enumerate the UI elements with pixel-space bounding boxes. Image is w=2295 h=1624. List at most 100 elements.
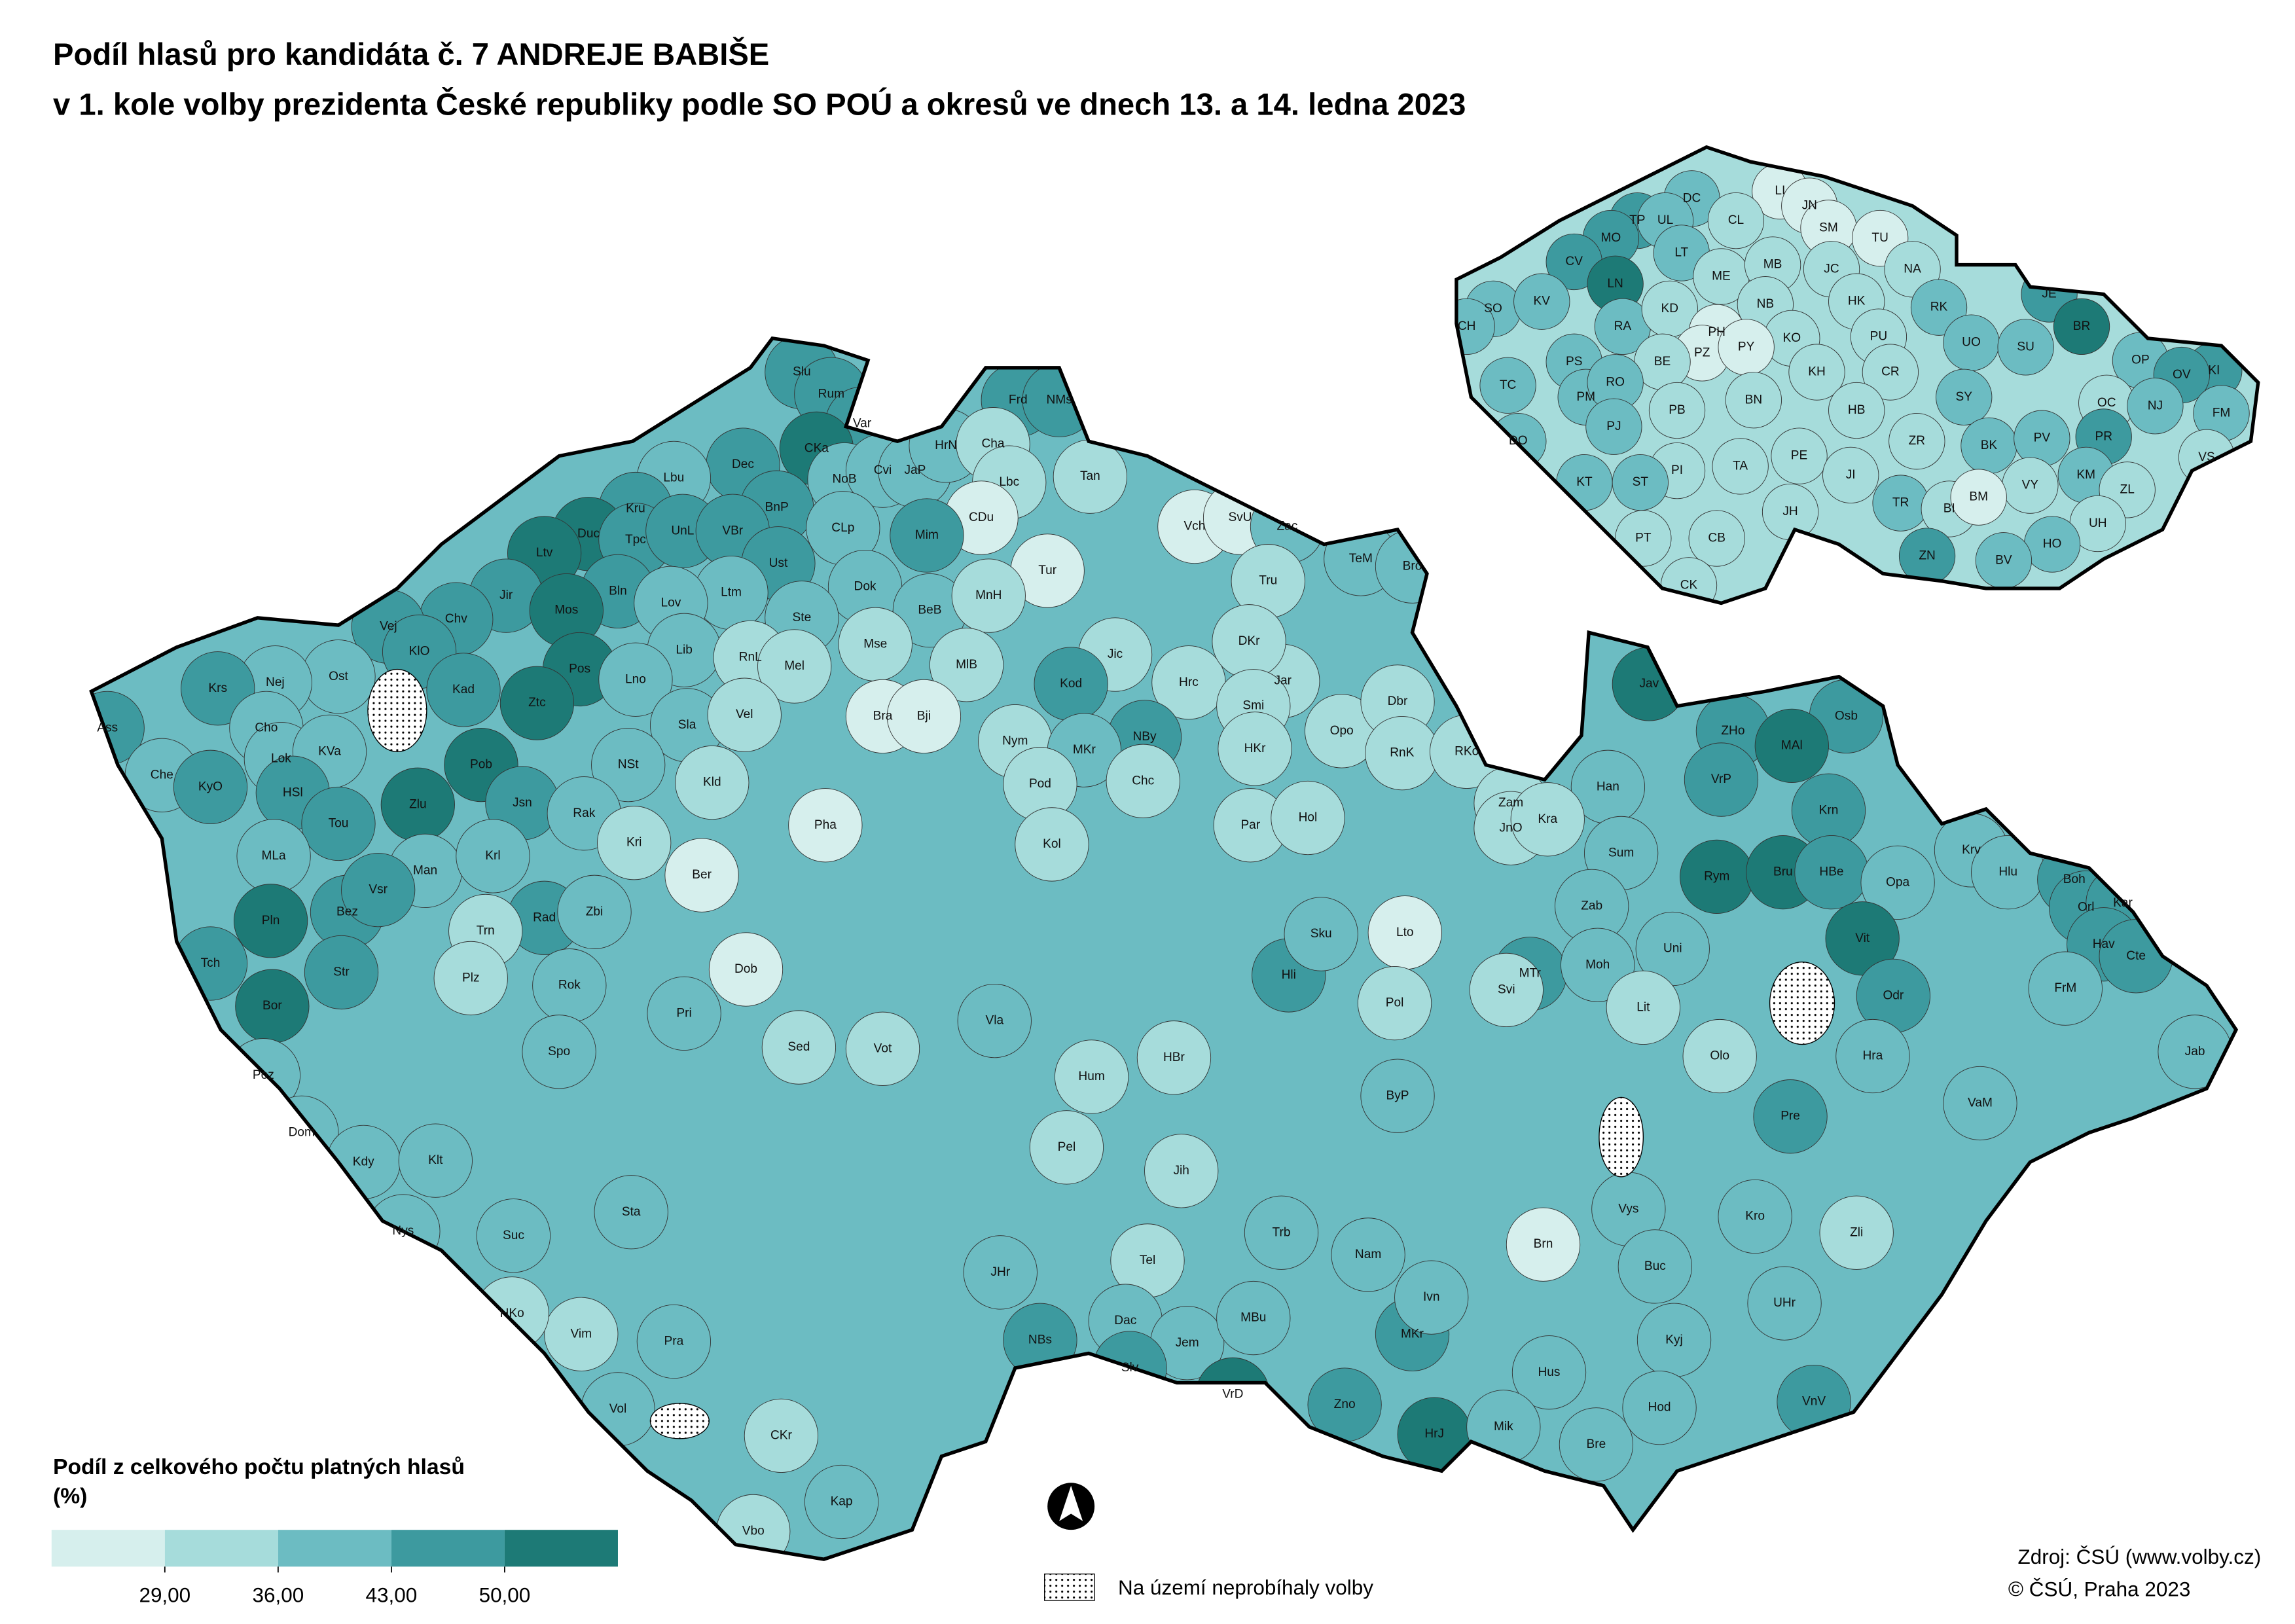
region-label: Vel	[736, 708, 753, 721]
region-label: Tur	[1038, 564, 1057, 577]
region-label: CR	[1881, 365, 1900, 379]
region-label: Kdy	[353, 1155, 374, 1168]
region-label: BM	[1969, 490, 1988, 504]
region-label: Hrc	[1179, 676, 1199, 689]
region-label: Jih	[1173, 1164, 1189, 1178]
region-label: Krn	[1819, 803, 1839, 817]
region-label: TC	[1500, 378, 1517, 392]
region-label: PE	[1791, 449, 1807, 463]
region-label: OP	[2131, 353, 2150, 367]
region-label: Zam	[1498, 796, 1523, 810]
region-label: ZN	[1919, 549, 1935, 563]
legend-swatch	[51, 1530, 165, 1567]
legend-swatch	[164, 1530, 278, 1567]
region-label: Chc	[1132, 774, 1154, 787]
region-label: Jir	[499, 588, 513, 602]
legend-swatch	[504, 1530, 618, 1567]
region-label: BeB	[918, 604, 941, 617]
region-label: Kod	[1060, 677, 1082, 691]
region-label: CV	[1565, 255, 1583, 268]
region-label: JN	[1802, 199, 1817, 213]
region	[2028, 951, 2103, 1026]
region-label: Suc	[503, 1229, 524, 1242]
region-label: Krv	[1962, 843, 1981, 857]
region	[804, 1464, 879, 1540]
region-label: KH	[1808, 365, 1826, 379]
region-label: JnO	[1500, 821, 1523, 835]
region	[1997, 319, 2054, 376]
region-label: Krs	[208, 681, 227, 695]
region-label: JaP	[904, 463, 926, 477]
region-label: Pre	[1780, 1110, 1800, 1123]
region-label: Lit	[1636, 1000, 1650, 1014]
region-label: Vch	[1184, 520, 1205, 533]
region-label: Ass	[97, 721, 118, 734]
region-label: NJ	[2148, 399, 2163, 412]
region-label: Slv	[1121, 1361, 1139, 1375]
region-label: UHr	[1773, 1296, 1796, 1310]
region-label: FrM	[2054, 981, 2076, 995]
region-label: KyO	[198, 780, 223, 793]
region-label: BnP	[765, 500, 789, 514]
source: Zdroj: ČSÚ (www.volby.cz)	[2018, 1545, 2262, 1568]
region	[1469, 952, 1544, 1028]
region-label: Olo	[1710, 1049, 1729, 1063]
region-labels: DC LI JN TP UL CL SM MO TU CV LT LN ME MB JC NA SO KV RA KD…	[97, 184, 2230, 1538]
region-label: PH	[1708, 325, 1726, 339]
region-label: Zli	[1850, 1225, 1863, 1239]
region-label: KlO	[409, 645, 430, 659]
region-label: PM	[1576, 390, 1595, 404]
region-label: Str	[333, 965, 350, 979]
region-label: Par	[1240, 818, 1260, 832]
region	[707, 677, 782, 752]
region	[544, 1297, 619, 1371]
region-label: DC	[1683, 191, 1701, 205]
region	[1357, 966, 1432, 1041]
region-label: Rad	[533, 911, 556, 924]
region-label: VS	[2198, 450, 2214, 464]
region	[1712, 438, 1769, 495]
region-label: NMs	[1047, 393, 1072, 406]
legend-tick-label: 43,00	[366, 1583, 418, 1606]
region	[426, 653, 501, 727]
region-label: Vej	[380, 619, 397, 633]
region-label: CDu	[969, 511, 994, 524]
region-label: Kar	[2113, 896, 2133, 910]
region	[708, 932, 784, 1007]
region	[890, 498, 964, 573]
region-label: Jab	[2185, 1045, 2205, 1058]
region	[757, 629, 832, 704]
region	[1054, 1039, 1129, 1114]
region-label: Dom	[289, 1125, 315, 1139]
region-label: Kri	[626, 836, 642, 850]
region-label: Mik	[1494, 1420, 1513, 1434]
region-label: TP	[1629, 213, 1645, 227]
region-label: Bez	[336, 905, 358, 918]
region-label: OV	[2173, 368, 2191, 382]
region-label: Sta	[622, 1205, 641, 1219]
region	[591, 727, 666, 803]
region-label: Slu	[793, 365, 811, 379]
region	[1136, 1020, 1212, 1095]
region	[761, 1010, 837, 1085]
region-label: Hra	[1863, 1049, 1883, 1063]
region-label: HrN	[935, 439, 957, 452]
region-label: JC	[1824, 262, 1839, 276]
region-label: Opo	[1330, 724, 1354, 738]
region-label: Lok	[271, 752, 291, 766]
region-label: Boh	[2063, 873, 2086, 886]
region-label: Sum	[1608, 846, 1634, 859]
region	[1788, 344, 1845, 401]
legend-tick-label: 50,00	[479, 1583, 531, 1606]
legend-tick-label: 29,00	[139, 1583, 190, 1606]
region-label: Che	[151, 768, 173, 782]
legend-tick-label: 36,00	[252, 1583, 304, 1606]
region-label: Zab	[1581, 899, 1602, 912]
region-label: VrD	[1222, 1387, 1243, 1401]
region-label: Vol	[609, 1402, 627, 1416]
region	[1936, 369, 1993, 425]
region-label: VBr	[722, 524, 743, 537]
region-label: Bra	[873, 709, 893, 723]
region-label: Bre	[1587, 1437, 1606, 1451]
